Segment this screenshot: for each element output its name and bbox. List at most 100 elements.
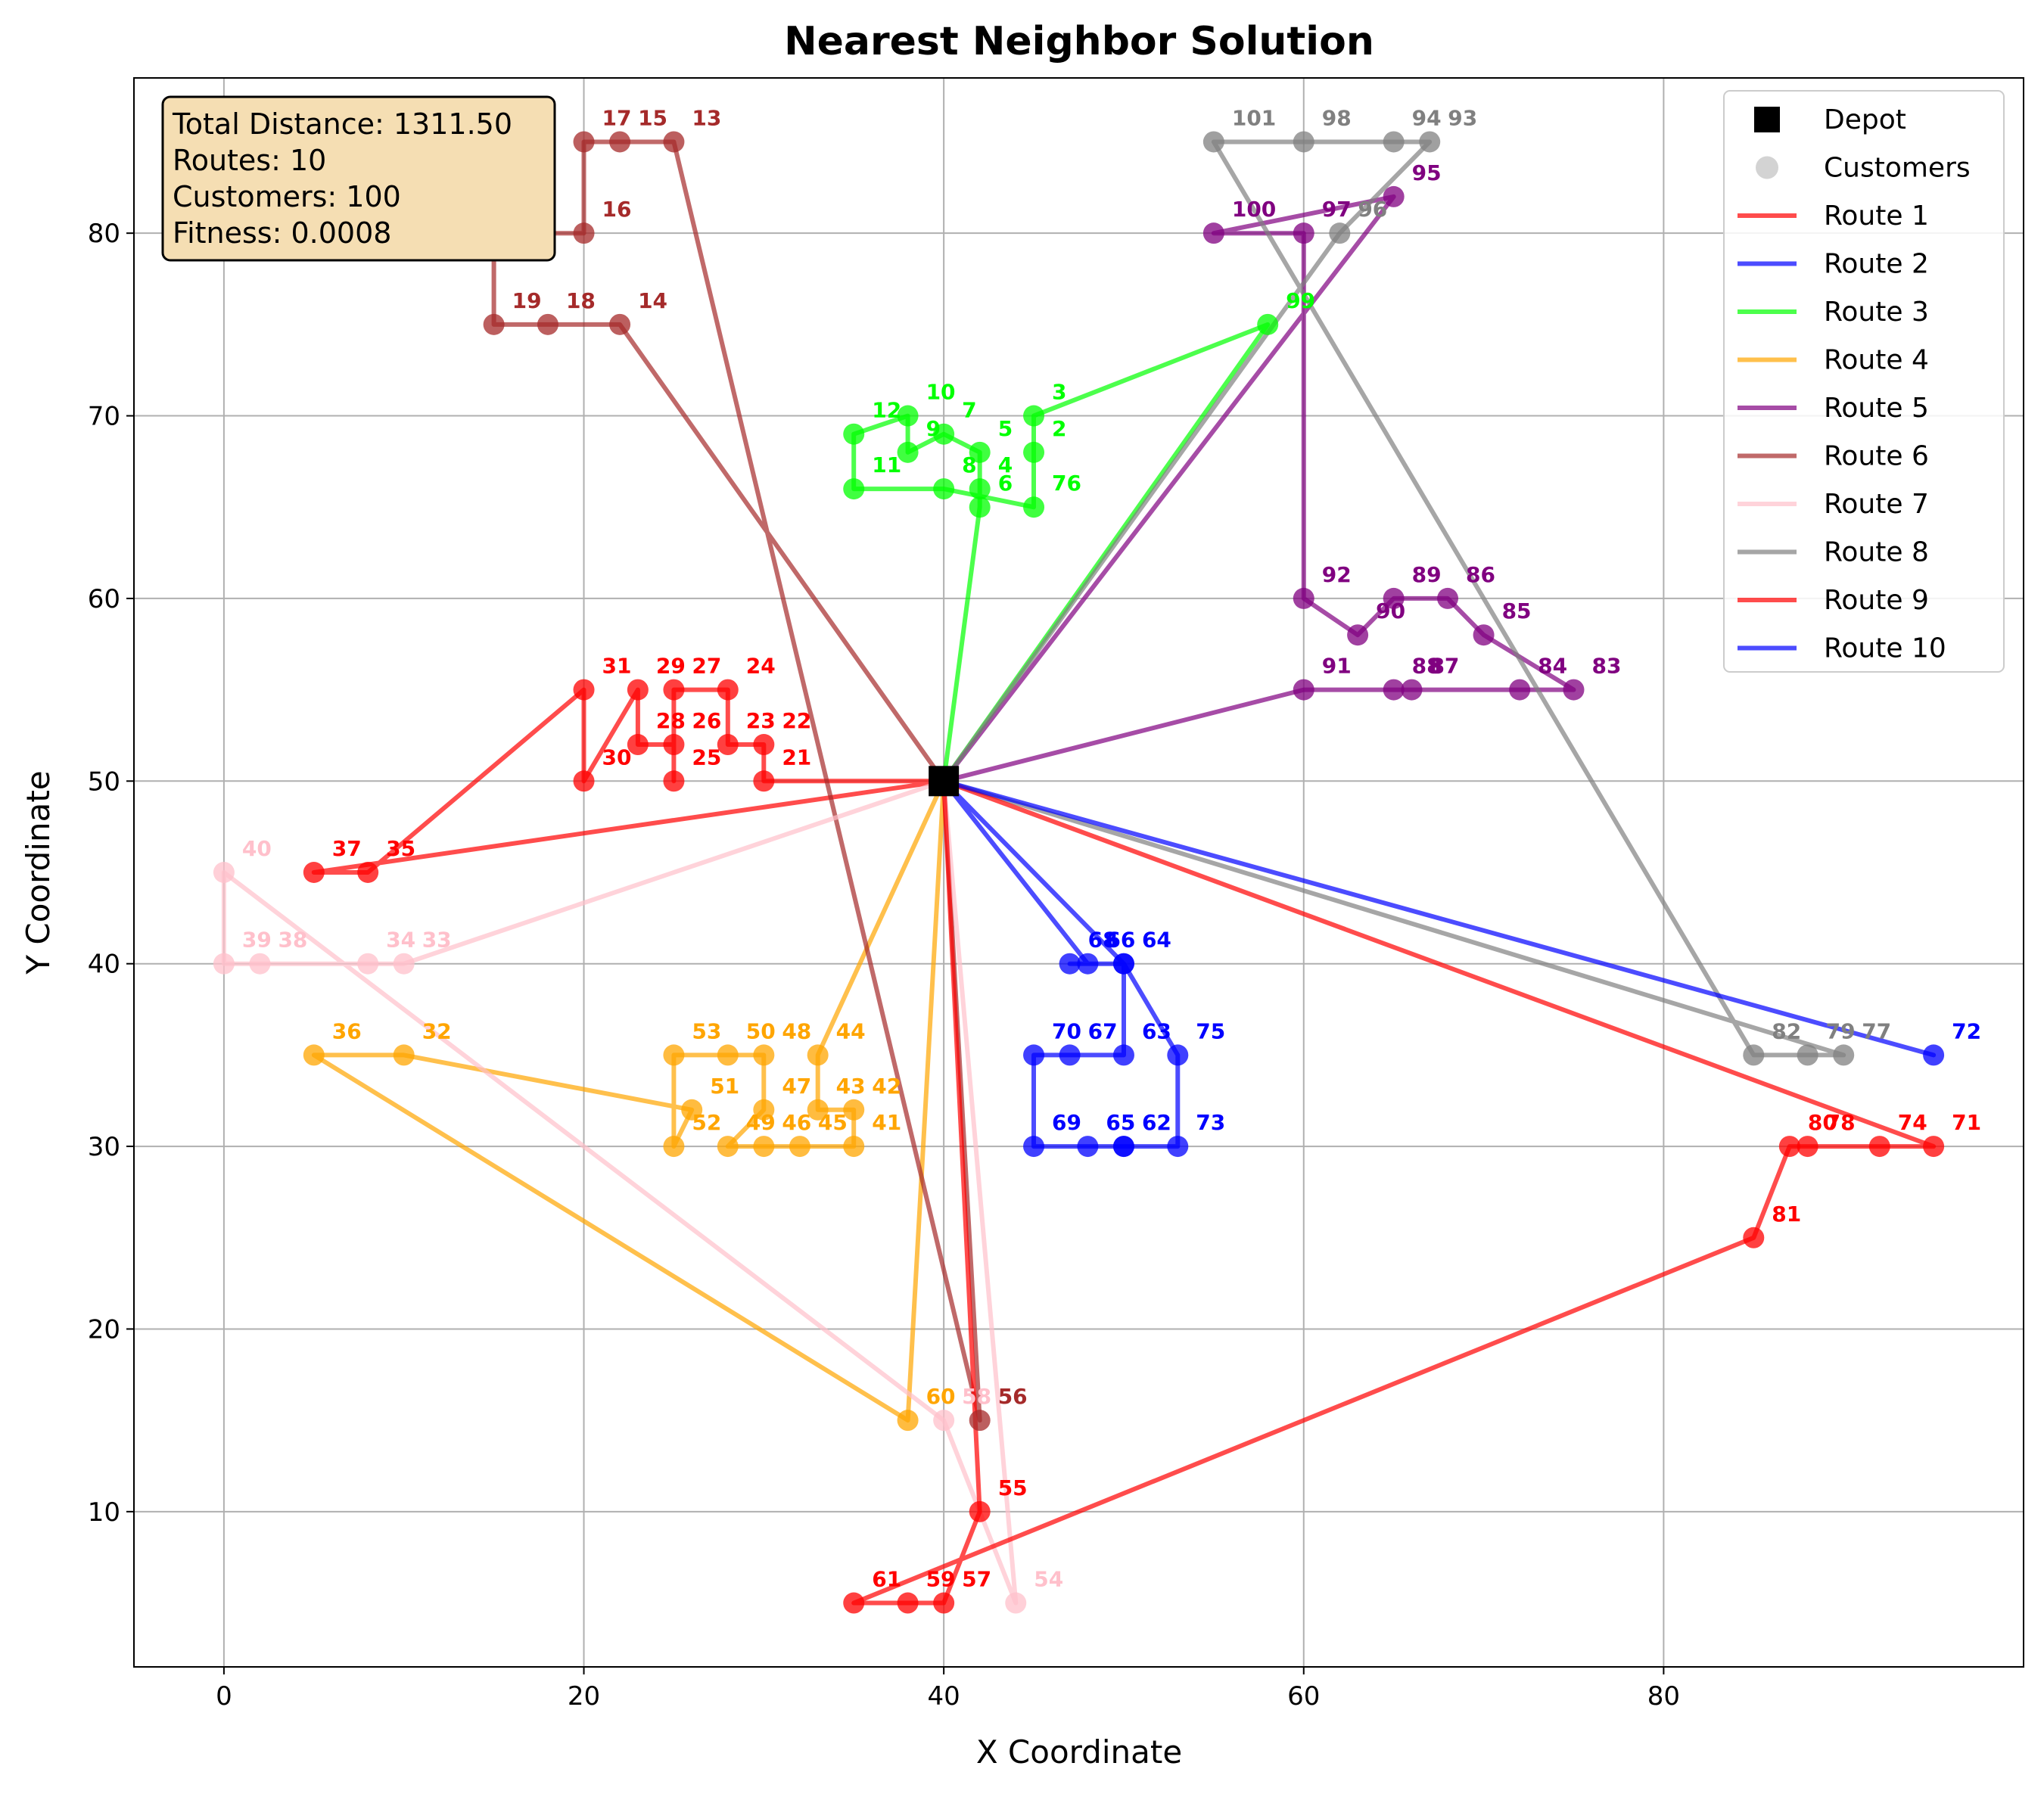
x-axis-label: X Coordinate <box>976 1733 1182 1771</box>
route-4-point <box>843 1099 865 1121</box>
route-2-point <box>1077 953 1099 975</box>
y-tick-label: 40 <box>88 950 120 980</box>
point-label: 56 <box>998 1384 1028 1409</box>
route-3-point <box>933 478 955 500</box>
route-6-point <box>609 131 631 153</box>
route-6-point <box>969 1410 991 1432</box>
point-label: 12 <box>872 398 901 423</box>
y-tick-label: 20 <box>88 1314 120 1345</box>
point-label: 50 <box>746 1018 776 1043</box>
x-tick-label: 80 <box>1647 1681 1680 1712</box>
point-label: 44 <box>836 1018 866 1043</box>
info-box-line: Fitness: 0.0008 <box>173 216 391 250</box>
route-5-point <box>1473 624 1495 646</box>
point-label: 33 <box>422 928 452 953</box>
point-label: 73 <box>1196 1110 1225 1135</box>
route-5-point <box>1293 679 1314 701</box>
route-2-point <box>1059 1044 1081 1066</box>
route-5-point <box>1509 679 1531 701</box>
route-1-point <box>663 770 685 792</box>
point-label: 57 <box>962 1567 991 1592</box>
point-label: 55 <box>998 1475 1028 1500</box>
route-4-point <box>753 1099 775 1121</box>
point-label: 61 <box>872 1567 901 1592</box>
info-box-frame <box>161 95 556 262</box>
point-label: 27 <box>692 654 721 679</box>
point-label: 58 <box>962 1384 991 1409</box>
point-label: 64 <box>1142 928 1171 953</box>
route-3-point <box>843 478 865 500</box>
legend-label: Customers <box>1824 153 1971 184</box>
info-box-line: Total Distance: 1311.50 <box>172 107 512 141</box>
route-9-point <box>897 1592 919 1614</box>
route-2-point <box>1112 953 1134 975</box>
route-2-point <box>1167 1044 1189 1066</box>
point-label: 19 <box>512 288 542 313</box>
legend-label: Route 6 <box>1824 441 1929 472</box>
route-1-point <box>663 679 685 701</box>
route-8-point <box>1293 131 1314 153</box>
point-label: 42 <box>872 1074 901 1099</box>
route-5-point <box>1383 185 1405 207</box>
point-label: 4 <box>998 452 1013 477</box>
point-label: 38 <box>278 928 307 953</box>
legend-label: Route 10 <box>1824 633 1946 664</box>
legend-label: Route 7 <box>1824 489 1929 520</box>
route-1-point <box>717 679 739 701</box>
depot-marker <box>929 766 960 797</box>
route-7-point <box>213 953 235 975</box>
route-9-point <box>933 1592 955 1614</box>
route-5-point <box>1383 679 1405 701</box>
point-label: 72 <box>1952 1018 1981 1043</box>
info-box-line: Customers: 100 <box>173 180 401 213</box>
route-1-point <box>627 679 649 701</box>
route-3-point <box>1023 405 1045 427</box>
point-label: 31 <box>602 654 632 679</box>
route-1-point <box>573 770 595 792</box>
point-label: 92 <box>1322 562 1352 587</box>
point-label: 75 <box>1196 1018 1225 1043</box>
point-label: 53 <box>692 1018 721 1043</box>
route-3-point <box>969 441 991 463</box>
point-label: 52 <box>692 1110 721 1135</box>
route-7-point <box>1005 1592 1027 1614</box>
route-4-point <box>663 1136 685 1158</box>
legend-label: Route 5 <box>1824 393 1929 424</box>
route-3-point <box>969 496 991 518</box>
route-3-point <box>1257 313 1279 335</box>
route-1-point <box>717 734 739 756</box>
route-2-point <box>1077 1136 1099 1158</box>
point-label: 18 <box>566 288 596 313</box>
point-label: 26 <box>692 708 721 733</box>
route-8-point <box>1419 131 1441 153</box>
legend-label: Route 8 <box>1824 537 1929 568</box>
route-4-point <box>681 1099 703 1121</box>
point-label: 94 <box>1412 105 1442 130</box>
route-8-point <box>1797 1044 1818 1066</box>
point-label: 6 <box>998 471 1013 496</box>
route-2-point <box>1059 953 1081 975</box>
route-2-point <box>1112 1136 1134 1158</box>
route-6-point <box>537 313 558 335</box>
point-label: 49 <box>746 1110 776 1135</box>
route-4-point <box>393 1044 415 1066</box>
point-label: 97 <box>1322 197 1352 222</box>
point-label: 80 <box>1808 1110 1837 1135</box>
route-9-point <box>843 1592 865 1614</box>
y-tick-label: 70 <box>88 402 120 432</box>
y-tick-label: 80 <box>88 219 120 249</box>
route-6-point <box>483 313 505 335</box>
legend-label: Route 1 <box>1824 201 1929 232</box>
point-label: 62 <box>1142 1110 1171 1135</box>
plot-frame <box>133 77 2024 1668</box>
point-label: 3 <box>1052 380 1066 405</box>
info-box-line: Routes: 10 <box>173 144 326 177</box>
point-label: 28 <box>656 708 686 733</box>
point-label: 98 <box>1322 105 1352 130</box>
point-label: 96 <box>1358 197 1387 222</box>
point-label: 15 <box>638 105 667 130</box>
point-label: 93 <box>1448 105 1477 130</box>
point-label: 32 <box>422 1018 452 1043</box>
route-4-point <box>843 1136 865 1158</box>
